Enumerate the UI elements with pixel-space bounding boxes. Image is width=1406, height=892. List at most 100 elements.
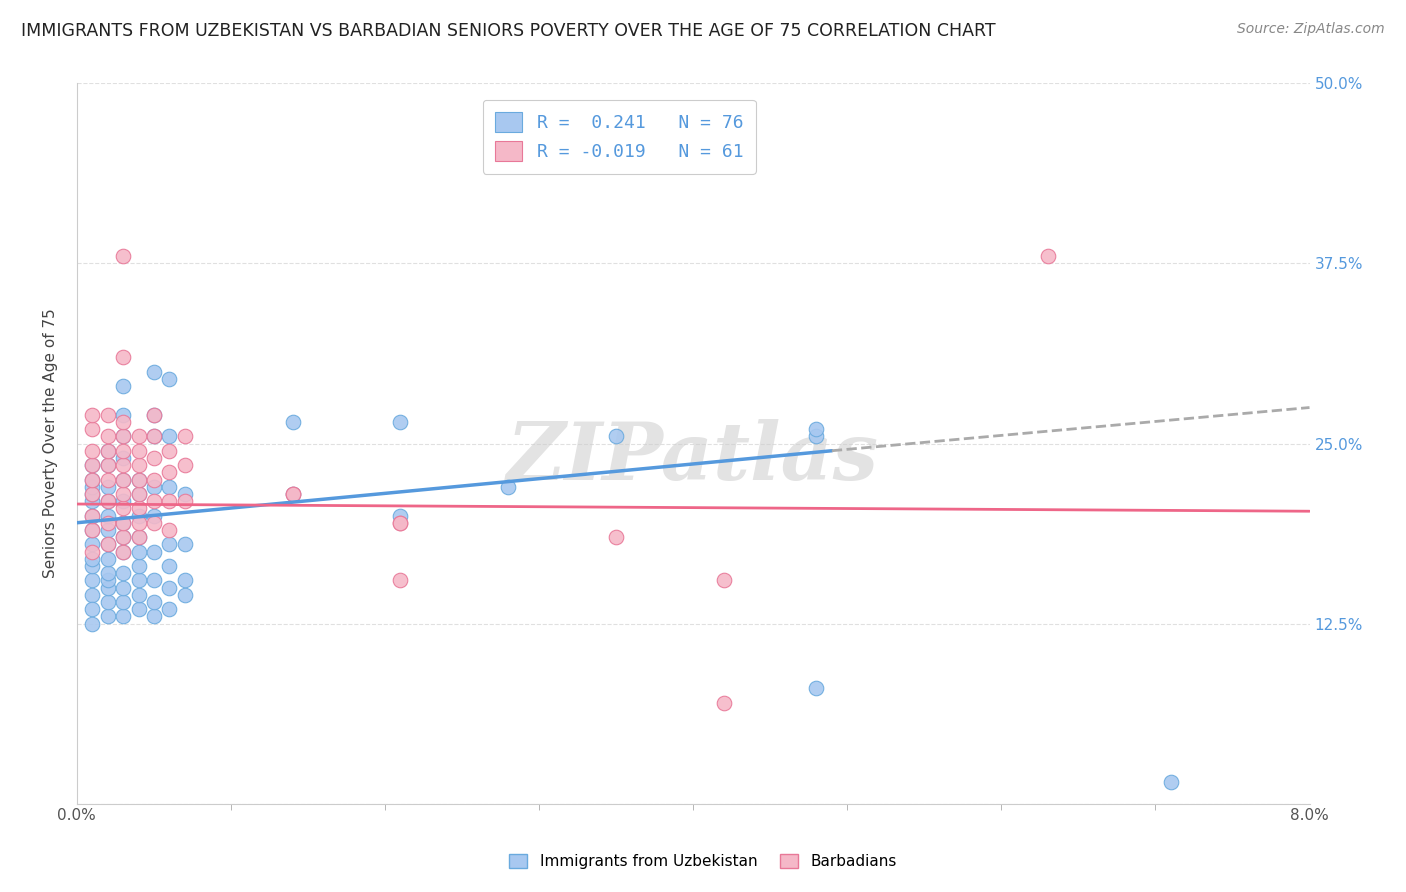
Point: [281, 487, 304, 501]
Point: [97, 595, 120, 609]
Text: Source: ZipAtlas.com: Source: ZipAtlas.com: [1237, 22, 1385, 37]
Point: [157, 429, 180, 443]
Point: [128, 487, 150, 501]
Point: [157, 480, 180, 494]
Point: [389, 516, 412, 530]
Point: [128, 574, 150, 588]
Text: ZIPatlas: ZIPatlas: [508, 419, 879, 497]
Point: [128, 516, 150, 530]
Point: [142, 408, 165, 422]
Point: [173, 487, 195, 501]
Point: [82, 458, 104, 472]
Point: [173, 588, 195, 602]
Point: [82, 551, 104, 566]
Point: [157, 443, 180, 458]
Point: [82, 408, 104, 422]
Point: [112, 566, 135, 581]
Point: [128, 473, 150, 487]
Point: [82, 473, 104, 487]
Point: [128, 501, 150, 516]
Point: [605, 429, 627, 443]
Point: [112, 530, 135, 544]
Y-axis label: Seniors Poverty Over the Age of 75: Seniors Poverty Over the Age of 75: [44, 309, 58, 578]
Point: [82, 616, 104, 631]
Legend: R =  0.241   N = 76, R = -0.019   N = 61: R = 0.241 N = 76, R = -0.019 N = 61: [482, 100, 756, 174]
Point: [128, 458, 150, 472]
Point: [97, 408, 120, 422]
Point: [97, 458, 120, 472]
Point: [112, 429, 135, 443]
Point: [112, 581, 135, 595]
Point: [142, 595, 165, 609]
Point: [173, 537, 195, 551]
Point: [112, 609, 135, 624]
Point: [128, 530, 150, 544]
Point: [82, 558, 104, 573]
Point: [281, 415, 304, 429]
Point: [806, 429, 828, 443]
Point: [82, 480, 104, 494]
Point: [82, 422, 104, 436]
Point: [112, 443, 135, 458]
Point: [142, 609, 165, 624]
Point: [142, 429, 165, 443]
Point: [112, 350, 135, 364]
Point: [173, 574, 195, 588]
Point: [97, 494, 120, 508]
Point: [173, 458, 195, 472]
Point: [157, 466, 180, 480]
Text: IMMIGRANTS FROM UZBEKISTAN VS BARBADIAN SENIORS POVERTY OVER THE AGE OF 75 CORRE: IMMIGRANTS FROM UZBEKISTAN VS BARBADIAN …: [21, 22, 995, 40]
Point: [142, 429, 165, 443]
Point: [112, 450, 135, 465]
Point: [142, 473, 165, 487]
Point: [97, 581, 120, 595]
Point: [82, 487, 104, 501]
Point: [128, 508, 150, 523]
Point: [82, 523, 104, 537]
Point: [806, 681, 828, 696]
Point: [128, 558, 150, 573]
Point: [112, 595, 135, 609]
Point: [97, 494, 120, 508]
Point: [498, 480, 520, 494]
Point: [157, 537, 180, 551]
Point: [82, 544, 104, 558]
Point: [82, 574, 104, 588]
Point: [97, 443, 120, 458]
Point: [605, 530, 627, 544]
Point: [157, 581, 180, 595]
Point: [97, 566, 120, 581]
Point: [157, 372, 180, 386]
Point: [112, 249, 135, 263]
Point: [128, 602, 150, 616]
Point: [1036, 249, 1059, 263]
Point: [112, 516, 135, 530]
Point: [82, 473, 104, 487]
Point: [281, 487, 304, 501]
Point: [128, 487, 150, 501]
Point: [97, 537, 120, 551]
Point: [97, 551, 120, 566]
Legend: Immigrants from Uzbekistan, Barbadians: Immigrants from Uzbekistan, Barbadians: [503, 848, 903, 875]
Point: [389, 415, 412, 429]
Point: [128, 588, 150, 602]
Point: [112, 487, 135, 501]
Point: [142, 508, 165, 523]
Point: [82, 537, 104, 551]
Point: [157, 602, 180, 616]
Point: [82, 508, 104, 523]
Point: [1160, 775, 1182, 789]
Point: [157, 558, 180, 573]
Point: [112, 516, 135, 530]
Point: [112, 408, 135, 422]
Point: [142, 494, 165, 508]
Point: [112, 379, 135, 393]
Point: [97, 480, 120, 494]
Point: [142, 408, 165, 422]
Point: [112, 473, 135, 487]
Point: [142, 480, 165, 494]
Point: [713, 574, 735, 588]
Point: [82, 458, 104, 472]
Point: [82, 508, 104, 523]
Point: [389, 508, 412, 523]
